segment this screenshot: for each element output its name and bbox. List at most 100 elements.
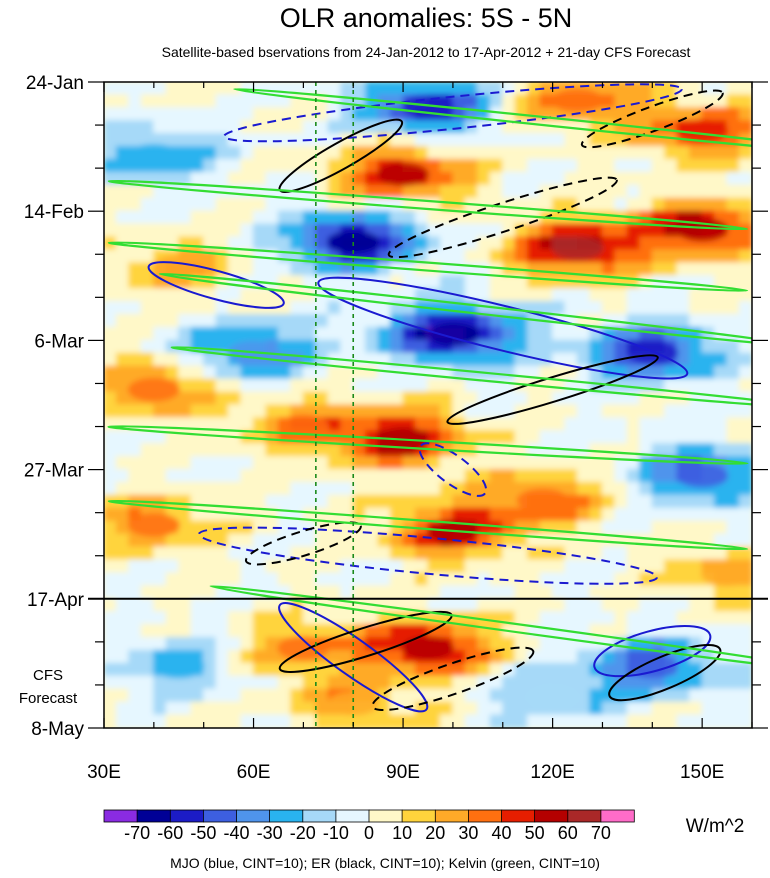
anomaly-cell (639, 611, 653, 626)
anomaly-cell (190, 236, 205, 251)
anomaly-cell (178, 611, 192, 626)
anomaly-cell (277, 391, 292, 406)
anomaly-blob (127, 377, 180, 402)
colorbar-swatch (368, 809, 403, 823)
anomaly-cell (564, 649, 579, 664)
anomaly-cell (614, 611, 628, 626)
anomaly-cell (277, 533, 292, 548)
anomaly-cell (104, 598, 118, 613)
anomaly-cell (439, 133, 454, 148)
anomaly-cell (265, 624, 280, 639)
anomaly-cell (477, 288, 491, 303)
anomaly-cell (315, 701, 329, 716)
anomaly-cell (140, 275, 155, 290)
anomaly-cell (128, 275, 142, 290)
anomaly-cell (327, 546, 342, 561)
mjo-contour (317, 276, 689, 380)
anomaly-cell (215, 520, 230, 535)
anomaly-cell (714, 598, 728, 613)
anomaly-cell (614, 158, 628, 173)
anomaly-cell (365, 624, 379, 639)
anomaly-cell (203, 107, 217, 122)
anomaly-cell (676, 301, 691, 316)
anomaly-cell (153, 94, 167, 109)
anomaly-cell (104, 378, 118, 393)
anomaly-cell (489, 637, 504, 652)
anomaly-cell (252, 133, 267, 148)
anomaly-cell (664, 365, 678, 380)
anomaly-cell (639, 184, 653, 199)
anomaly-cell (464, 236, 479, 251)
anomaly-cell (365, 107, 379, 122)
anomaly-cell (676, 378, 691, 393)
anomaly-cell (414, 456, 429, 471)
anomaly-cell (564, 146, 579, 161)
anomaly-cell (340, 146, 354, 161)
anomaly-cell (203, 391, 217, 406)
anomaly-cell (215, 469, 230, 484)
anomaly-cell (240, 624, 255, 639)
anomaly-cell (365, 675, 379, 690)
anomaly-cell (626, 417, 641, 432)
anomaly-cell (414, 404, 429, 419)
anomaly-cell (277, 275, 292, 290)
anomaly-cell (601, 611, 616, 626)
anomaly-cell (464, 572, 479, 587)
anomaly-cell (639, 520, 653, 535)
anomaly-cell (178, 714, 192, 728)
anomaly-cell (539, 339, 554, 354)
colorbar-swatch (136, 809, 171, 823)
anomaly-cell (402, 662, 417, 677)
anomaly-cell (140, 197, 155, 212)
anomaly-cell (427, 262, 442, 277)
anomaly-cell (689, 714, 703, 728)
anomaly-cell (178, 326, 192, 341)
anomaly-cell (527, 714, 541, 728)
anomaly-cell (738, 637, 752, 652)
anomaly-cell (427, 133, 442, 148)
anomaly-cell (203, 158, 217, 173)
anomaly-cell (203, 611, 217, 626)
anomaly-cell (489, 624, 504, 639)
er-contour (608, 643, 722, 702)
anomaly-cell (626, 430, 641, 445)
anomaly-cell (140, 314, 155, 329)
anomaly-cell (714, 430, 728, 445)
anomaly-cell (302, 533, 317, 548)
anomaly-cell (352, 146, 367, 161)
anomaly-cell (402, 546, 417, 561)
anomaly-cell (215, 326, 230, 341)
anomaly-cell (302, 688, 317, 703)
anomaly-cell (190, 533, 205, 548)
anomaly-cell (390, 339, 404, 354)
anomaly-blob (551, 236, 604, 261)
anomaly-cell (327, 339, 342, 354)
anomaly-blob (676, 217, 729, 242)
anomaly-cell (104, 94, 118, 109)
anomaly-cell (402, 494, 417, 509)
anomaly-cell (228, 572, 242, 587)
anomaly-cell (377, 82, 392, 96)
anomaly-cell (153, 533, 167, 548)
anomaly-cell (240, 662, 255, 677)
colorbar-label: 30 (458, 823, 478, 843)
anomaly-cell (651, 210, 666, 225)
anomaly-cell (228, 481, 242, 496)
anomaly-cell (290, 236, 304, 251)
anomaly-cell (614, 585, 628, 600)
anomaly-cell (452, 701, 466, 716)
anomaly-cell (153, 469, 167, 484)
anomaly-cell (377, 714, 392, 728)
anomaly-cell (539, 546, 554, 561)
anomaly-cell (327, 494, 342, 509)
er-contour (580, 89, 724, 149)
anomaly-cell (178, 146, 192, 161)
anomaly-cell (240, 637, 255, 652)
anomaly-cell (228, 365, 242, 380)
anomaly-cell (552, 339, 566, 354)
anomaly-cell (589, 133, 604, 148)
anomaly-cell (651, 158, 666, 173)
anomaly-cell (502, 469, 516, 484)
anomaly-cell (714, 365, 728, 380)
anomaly-cell (215, 417, 230, 432)
